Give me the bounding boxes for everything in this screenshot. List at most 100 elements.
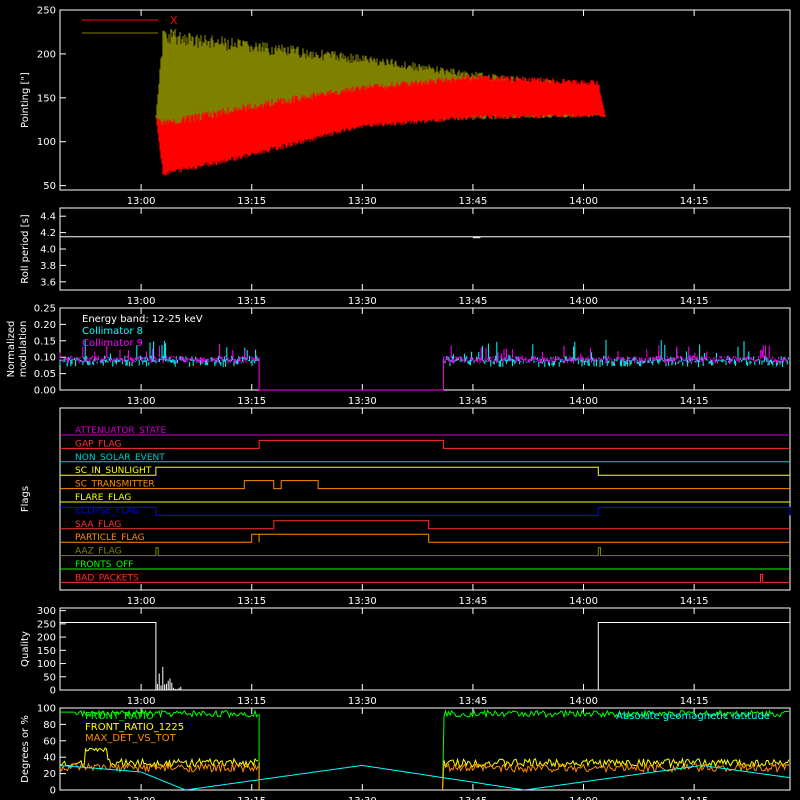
x-tick-label-1-0: 13:00 <box>127 296 156 307</box>
y-axis-label-4: Quality <box>20 631 31 667</box>
y-tick-label-2-5: 0.25 <box>34 304 56 315</box>
x-tick-label-4-1: 13:15 <box>237 696 266 707</box>
x-tick-label-3-2: 13:30 <box>348 596 377 607</box>
y-tick-label-2-0: 0.00 <box>34 386 56 397</box>
flag-label-saa-flag: SAA_FLAG <box>75 520 121 530</box>
flag-line-gap-flag <box>60 439 790 449</box>
x-tick-label-3-1: 13:15 <box>237 596 266 607</box>
x-tick-label-2-4: 14:00 <box>569 396 598 407</box>
series-front-ratio <box>60 709 790 791</box>
x-tick-label-2-1: 13:15 <box>237 396 266 407</box>
y-tick-label-2-1: 0.05 <box>34 369 56 380</box>
x-tick-label-0-4: 14:00 <box>569 196 598 207</box>
x-tick-label-1-5: 14:15 <box>680 296 709 307</box>
legend-label-front-ratio: FRONT_RATIO <box>85 711 154 722</box>
x-tick-label-5-3: 13:45 <box>459 796 488 800</box>
series-max-det-vs-tot <box>59 762 790 791</box>
flag-label-sc-in-sunlight: SC_IN_SUNLIGHT <box>75 466 152 476</box>
flag-label-sc-transmitter: SC_TRANSMITTER <box>75 480 155 490</box>
x-tick-label-3-3: 13:45 <box>459 596 488 607</box>
y-tick-label-5-5: 100 <box>37 704 56 715</box>
y-tick-label-1-3: 4.2 <box>40 228 56 239</box>
flag-label-aaz-flag: AAZ_FLAG <box>75 547 122 557</box>
flag-line-sc-in-sunlight <box>60 466 790 476</box>
flag-label-flare-flag: FLARE_FLAG <box>75 493 131 503</box>
y-tick-label-1-2: 4.0 <box>40 245 56 256</box>
x-tick-label-3-0: 13:00 <box>127 596 156 607</box>
x-tick-label-5-0: 13:00 <box>127 796 156 800</box>
y-tick-label-1-1: 3.8 <box>40 261 56 272</box>
x-tick-label-2-3: 13:45 <box>459 396 488 407</box>
y-tick-label-0-0: 50 <box>43 181 56 192</box>
y-tick-label-1-4: 4.4 <box>40 212 56 223</box>
panel-frame-5 <box>59 707 791 791</box>
legend-label-energy-band: Energy band: 12-25 keV <box>82 314 203 325</box>
y-axis-label-1: Roll period [s] <box>20 214 31 283</box>
flag-label-gap-flag: GAP_FLAG <box>75 439 121 449</box>
flag-line-saa-flag <box>60 520 790 530</box>
x-tick-label-5-4: 14:00 <box>569 796 598 800</box>
x-tick-label-4-3: 13:45 <box>459 696 488 707</box>
legend-label-collimator-8: Collimator 8 <box>82 326 143 337</box>
series-quality <box>60 622 790 691</box>
legend-label-y: Y <box>169 27 177 40</box>
legend-label-geomagnetic-latitude: Absolute geomagnetic latitude <box>616 711 770 722</box>
legend-label-front-ratio-1225: FRONT_RATIO_1225 <box>85 722 184 733</box>
y-tick-label-5-0: 0 <box>50 786 56 797</box>
x-tick-label-0-3: 13:45 <box>459 196 488 207</box>
x-tick-label-5-2: 13:30 <box>348 796 377 800</box>
flag-line-particle-flag <box>60 533 790 543</box>
y-tick-label-0-3: 200 <box>37 49 56 60</box>
y-axis-label-3: Flags <box>20 486 31 512</box>
y-tick-label-4-1: 50 <box>43 672 56 683</box>
y-tick-label-2-3: 0.15 <box>34 336 56 347</box>
panel-frame-3 <box>59 407 791 591</box>
x-tick-label-3-5: 14:15 <box>680 596 709 607</box>
y-tick-label-5-3: 60 <box>43 736 56 747</box>
series-front-ratio-1225 <box>59 747 790 791</box>
panel-frame-0 <box>59 9 791 191</box>
flag-line-sc-transmitter <box>60 480 790 490</box>
y-tick-label-4-5: 250 <box>37 619 56 630</box>
y-tick-label-2-4: 0.20 <box>34 320 56 331</box>
x-tick-label-1-2: 13:30 <box>348 296 377 307</box>
y-tick-label-4-4: 200 <box>37 633 56 644</box>
flag-label-eclipse-flag: ECLIPSE_FLAG <box>75 506 139 516</box>
flag-label-bad-packets: BAD_PACKETS <box>75 573 139 583</box>
y-tick-label-0-4: 250 <box>37 6 56 17</box>
legend-label-x: X <box>170 14 178 27</box>
x-tick-label-4-4: 14:00 <box>569 696 598 707</box>
x-tick-label-5-5: 14:15 <box>680 796 709 800</box>
x-tick-label-0-1: 13:15 <box>237 196 266 207</box>
x-tick-label-2-5: 14:15 <box>680 396 709 407</box>
legend-label-max-det: MAX_DET_VS_TOT <box>85 733 177 744</box>
x-tick-label-1-3: 13:45 <box>459 296 488 307</box>
y-tick-label-5-2: 40 <box>43 753 56 764</box>
y-tick-label-4-0: 0 <box>50 686 56 697</box>
series-x-pointing <box>155 74 606 176</box>
y-tick-label-1-0: 3.6 <box>40 277 56 288</box>
x-tick-label-1-1: 13:15 <box>237 296 266 307</box>
x-tick-label-0-5: 14:15 <box>680 196 709 207</box>
x-tick-label-3-4: 14:00 <box>569 596 598 607</box>
x-tick-label-2-2: 13:30 <box>348 396 377 407</box>
y-axis-label-2: Normalized <box>6 321 17 378</box>
x-tick-label-4-5: 14:15 <box>680 696 709 707</box>
flag-line-aaz-flag <box>60 547 790 557</box>
x-tick-label-0-0: 13:00 <box>127 196 156 207</box>
flag-label-particle-flag: PARTICLE_FLAG <box>75 533 145 543</box>
x-tick-label-4-0: 13:00 <box>127 696 156 707</box>
series-quality-spikes <box>156 666 182 690</box>
series-collimator-9 <box>59 344 791 364</box>
flag-label-attenuator-state: ATTENUATOR_STATE <box>75 426 167 436</box>
x-tick-label-5-1: 13:15 <box>237 796 266 800</box>
y-tick-label-0-2: 150 <box>37 93 56 104</box>
y-axis-label-5: Degrees or % <box>20 715 31 783</box>
chart-layer: 50 100 150 200 250 13:00 13:15 13:30 13:45 14:00 1… <box>6 6 791 800</box>
x-tick-label-1-4: 14:00 <box>569 296 598 307</box>
flag-line-bad-packets <box>60 573 790 583</box>
y-tick-label-5-4: 80 <box>43 720 56 731</box>
y-tick-label-4-6: 300 <box>37 606 56 617</box>
